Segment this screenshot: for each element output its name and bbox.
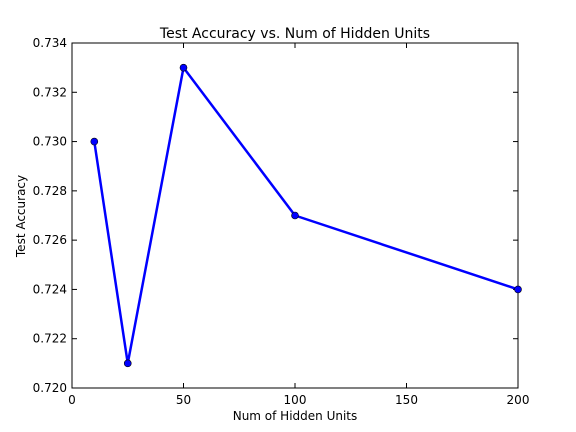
y-tick-label: 0.728: [33, 184, 67, 198]
data-point: [291, 211, 299, 220]
y-tick-label: 0.726: [33, 233, 67, 247]
chart-title: Test Accuracy vs. Num of Hidden Units: [159, 26, 430, 42]
y-tick-label: 0.722: [33, 332, 67, 346]
series-line: [93, 66, 519, 365]
plot-area: 0 50 100 150 200 0.720 0.722 0.724 0.726 0.728 0.7…: [33, 36, 530, 407]
x-axis-label: Num of Hidden Units: [233, 409, 358, 423]
y-tick-label: 0.730: [33, 135, 67, 149]
x-tick-label: 100: [284, 393, 307, 407]
data-point: [90, 137, 99, 146]
data-point: [514, 285, 522, 294]
y-tick-label: 0.734: [33, 36, 67, 50]
x-tick-label: 0: [68, 393, 76, 407]
y-tick-label: 0.732: [33, 85, 67, 99]
x-tick-label: 150: [395, 393, 418, 407]
data-point: [123, 359, 132, 368]
y-tick-label: 0.724: [33, 282, 67, 296]
y-tick-label: 0.720: [33, 381, 67, 395]
data-point: [179, 63, 188, 72]
y-axis-label: Test Accuracy: [14, 175, 28, 258]
x-tick-label: 200: [507, 393, 530, 407]
x-tick-label: 50: [176, 393, 191, 407]
